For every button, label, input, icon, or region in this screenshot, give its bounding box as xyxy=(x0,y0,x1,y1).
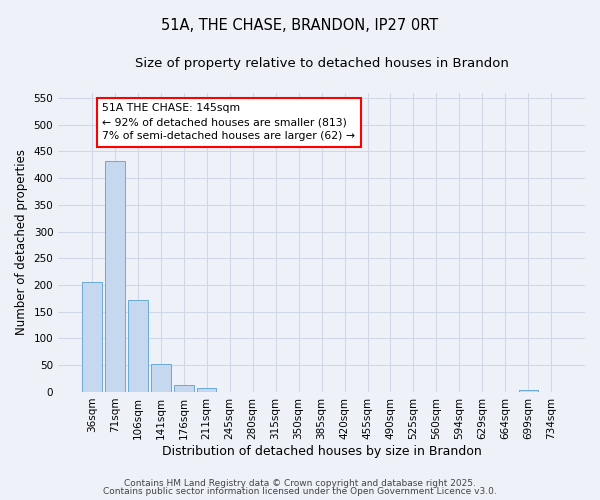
Bar xyxy=(197,388,217,392)
Bar xyxy=(82,282,101,392)
Y-axis label: Number of detached properties: Number of detached properties xyxy=(15,149,28,335)
Bar xyxy=(518,390,538,392)
Bar xyxy=(174,385,194,392)
Text: 51A, THE CHASE, BRANDON, IP27 0RT: 51A, THE CHASE, BRANDON, IP27 0RT xyxy=(161,18,439,32)
Text: Contains HM Land Registry data © Crown copyright and database right 2025.: Contains HM Land Registry data © Crown c… xyxy=(124,478,476,488)
X-axis label: Distribution of detached houses by size in Brandon: Distribution of detached houses by size … xyxy=(162,444,481,458)
Bar xyxy=(128,300,148,392)
Bar xyxy=(151,364,170,392)
Bar xyxy=(105,161,125,392)
Title: Size of property relative to detached houses in Brandon: Size of property relative to detached ho… xyxy=(134,58,509,70)
Text: Contains public sector information licensed under the Open Government Licence v3: Contains public sector information licen… xyxy=(103,487,497,496)
Text: 51A THE CHASE: 145sqm
← 92% of detached houses are smaller (813)
7% of semi-deta: 51A THE CHASE: 145sqm ← 92% of detached … xyxy=(102,103,355,141)
